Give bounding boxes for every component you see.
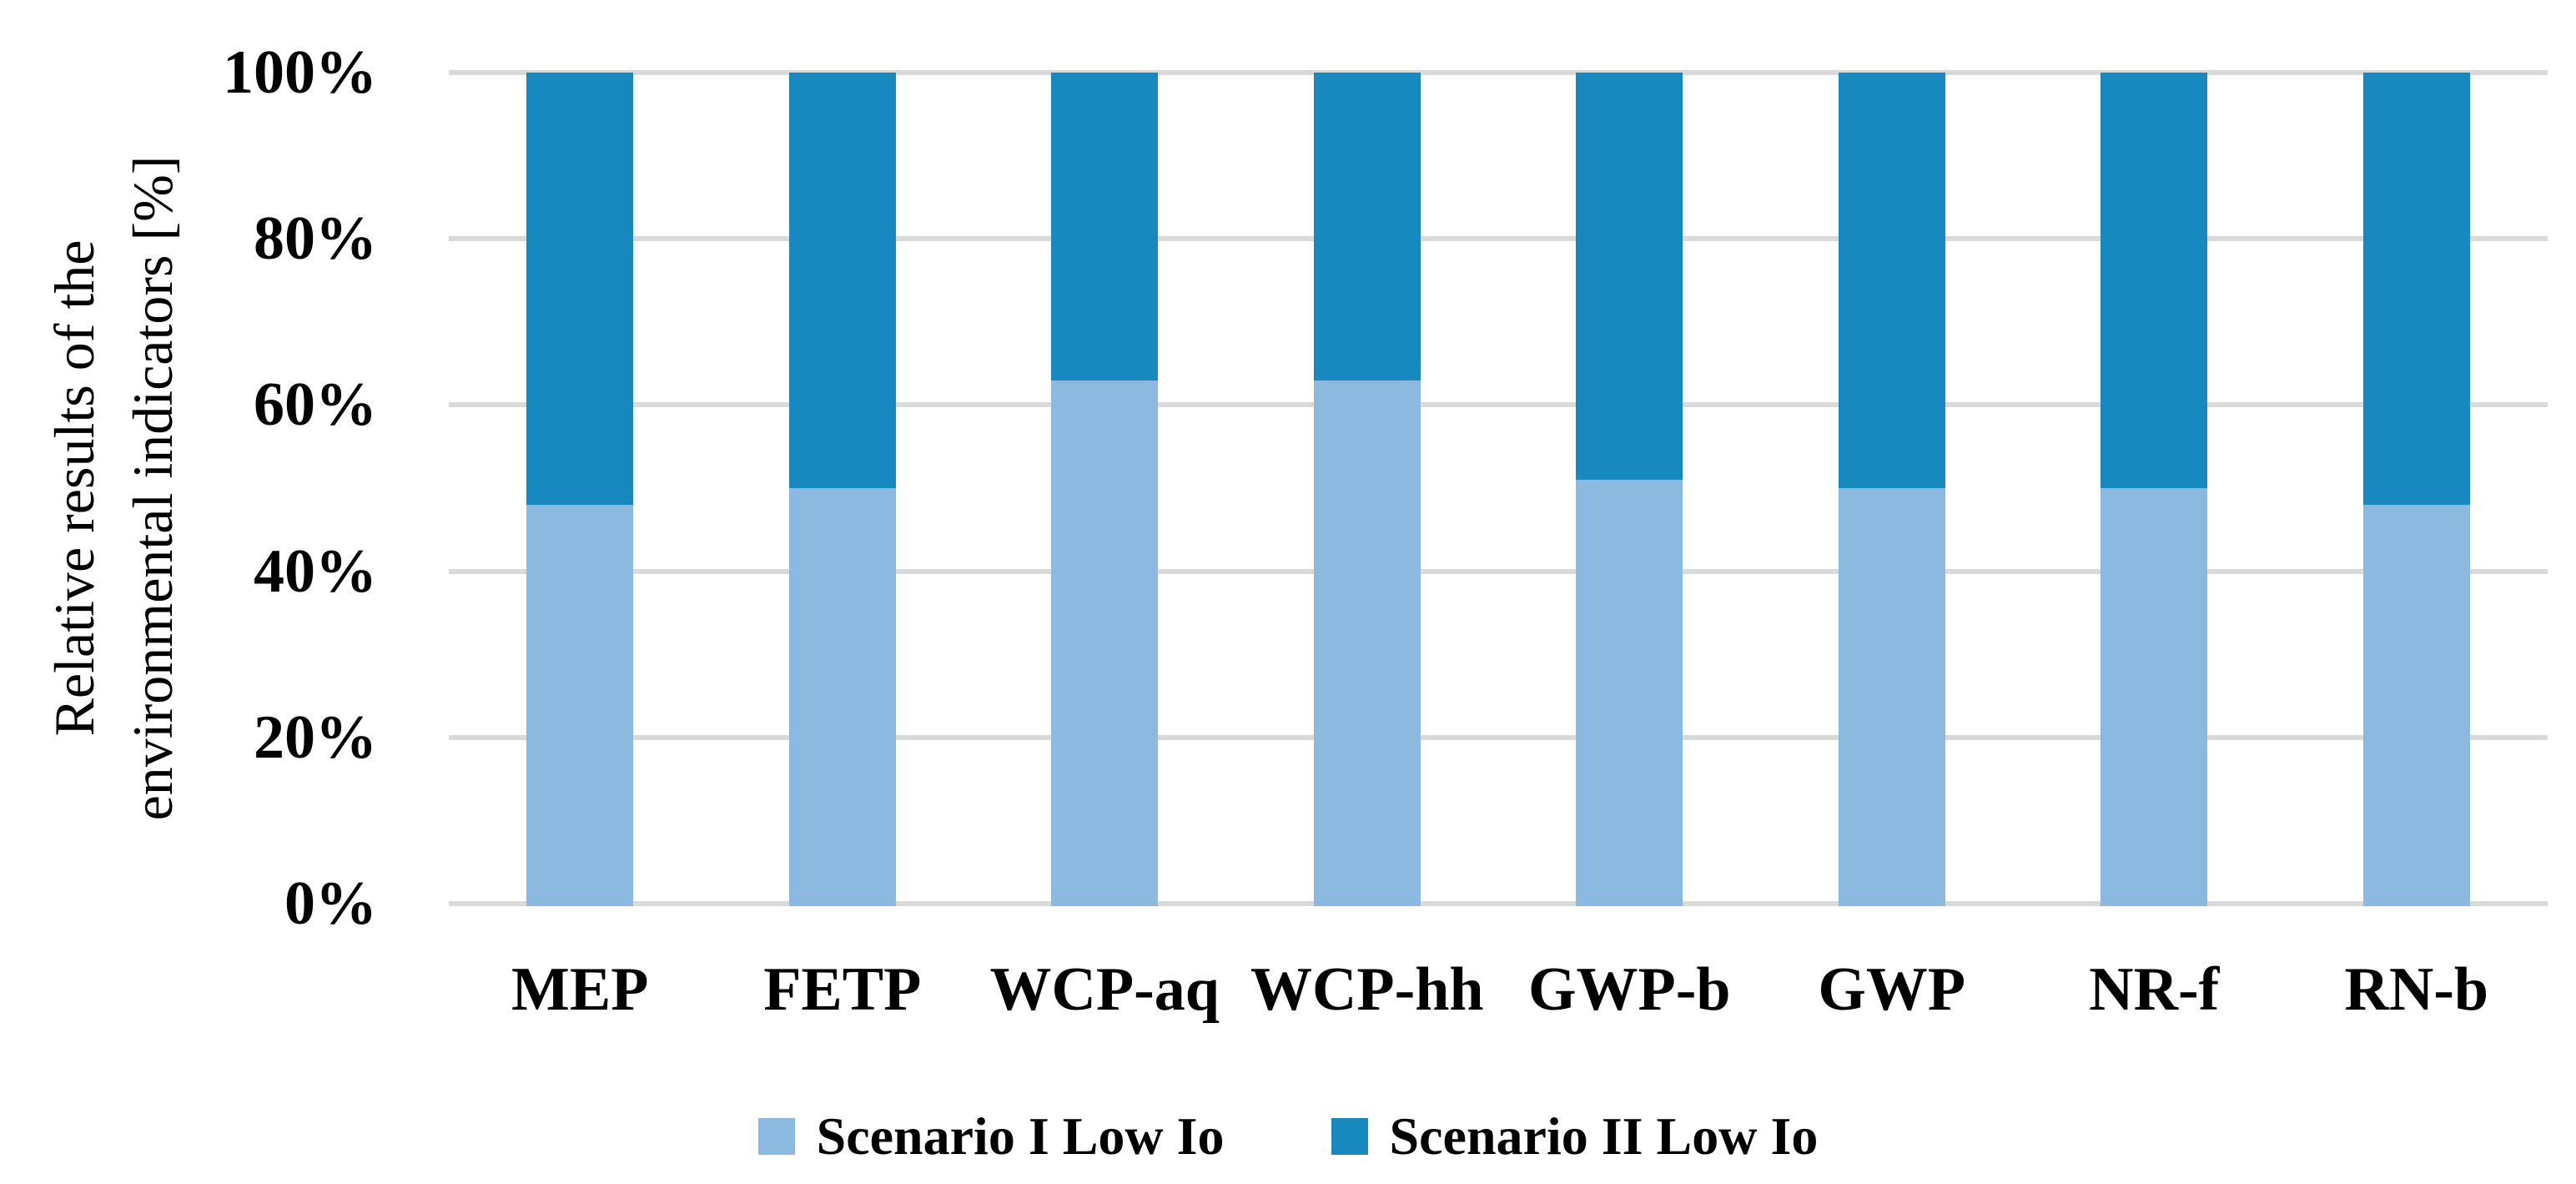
gridline-0 bbox=[449, 901, 2548, 906]
legend-entry-2: Scenario II Low Io bbox=[1331, 1106, 1819, 1166]
bar-segment-mep-series-1 bbox=[526, 504, 634, 906]
y-axis-title-line-1: Relative results of the bbox=[43, 239, 106, 737]
legend-label-2: Scenario II Low Io bbox=[1389, 1106, 1819, 1166]
legend-entry-1: Scenario I Low Io bbox=[757, 1106, 1225, 1166]
bar-rn-b bbox=[2362, 73, 2470, 906]
y-axis-tick-label-20: 20% bbox=[254, 703, 377, 772]
gridline-60 bbox=[449, 402, 2548, 408]
bar-segment-fetp-series-1 bbox=[788, 488, 896, 906]
x-axis-label-mep: MEP bbox=[511, 955, 649, 1024]
bar-gwp-b bbox=[1576, 73, 1683, 906]
bar-segment-gwp-b-series-1 bbox=[1576, 480, 1683, 906]
y-axis-tick-label-80: 80% bbox=[254, 204, 377, 274]
gridline-80 bbox=[449, 236, 2548, 242]
y-axis-tick-label-0: 0% bbox=[284, 869, 377, 938]
x-axis-label-wcp-aq: WCP-aq bbox=[989, 955, 1220, 1024]
x-axis-label-wcp-hh: WCP-hh bbox=[1250, 955, 1484, 1024]
y-axis-tick-label-100: 100% bbox=[223, 38, 377, 107]
x-axis-label-nr-f: NR-f bbox=[2089, 955, 2220, 1024]
x-axis-label-gwp: GWP bbox=[1818, 955, 1966, 1024]
legend: Scenario I Low Io Scenario II Low Io bbox=[0, 1106, 2576, 1166]
bar-segment-nr-f-series-1 bbox=[2101, 488, 2208, 906]
bar-segment-gwp-series-2 bbox=[1838, 73, 1945, 488]
legend-label-1: Scenario I Low Io bbox=[816, 1106, 1225, 1166]
bar-segment-rn-b-series-1 bbox=[2362, 504, 2470, 906]
bar-wcp-hh bbox=[1313, 73, 1421, 906]
bar-segment-wcp-aq-series-2 bbox=[1051, 73, 1159, 380]
bar-segment-wcp-hh-series-2 bbox=[1313, 73, 1421, 380]
x-axis-label-gwp-b: GWP-b bbox=[1527, 955, 1731, 1024]
bar-segment-gwp-series-1 bbox=[1838, 488, 1945, 906]
bar-gwp bbox=[1838, 73, 1945, 906]
gridline-20 bbox=[449, 734, 2548, 740]
x-axis-label-rn-b: RN-b bbox=[2344, 955, 2489, 1024]
bar-segment-fetp-series-2 bbox=[788, 73, 896, 488]
bar-segment-nr-f-series-2 bbox=[2101, 73, 2208, 488]
bar-segment-gwp-b-series-2 bbox=[1576, 73, 1683, 481]
gridline-100 bbox=[449, 70, 2548, 75]
x-axis-label-fetp: FETP bbox=[763, 955, 922, 1024]
bar-segment-mep-series-2 bbox=[526, 73, 634, 505]
bar-segment-rn-b-series-2 bbox=[2362, 73, 2470, 505]
bar-nr-f bbox=[2101, 73, 2208, 906]
y-axis-tick-label-40: 40% bbox=[254, 537, 377, 606]
bar-segment-wcp-hh-series-1 bbox=[1313, 380, 1421, 906]
gridline-40 bbox=[449, 568, 2548, 574]
legend-swatch-1 bbox=[757, 1118, 795, 1155]
legend-swatch-2 bbox=[1331, 1118, 1368, 1155]
bar-segment-wcp-aq-series-1 bbox=[1051, 380, 1159, 906]
y-axis-tick-label-60: 60% bbox=[254, 370, 377, 440]
bar-mep bbox=[526, 73, 634, 906]
bar-wcp-aq bbox=[1051, 73, 1159, 906]
bar-fetp bbox=[788, 73, 896, 906]
